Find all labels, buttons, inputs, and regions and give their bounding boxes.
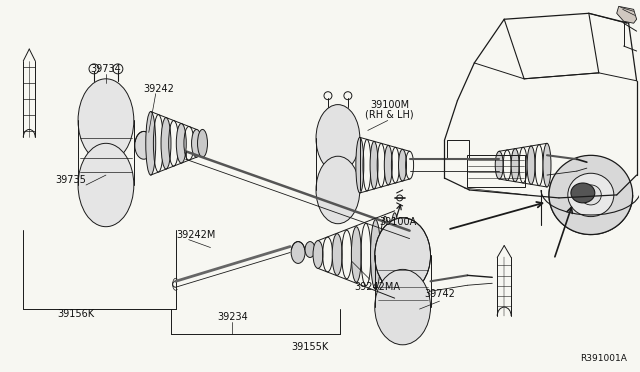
Ellipse shape xyxy=(370,141,378,189)
Ellipse shape xyxy=(78,79,134,162)
Bar xyxy=(447,140,469,158)
Ellipse shape xyxy=(399,149,406,181)
Ellipse shape xyxy=(568,173,614,217)
Ellipse shape xyxy=(580,185,601,205)
Ellipse shape xyxy=(375,218,431,293)
Text: 39234: 39234 xyxy=(217,312,248,322)
Ellipse shape xyxy=(384,145,392,185)
Text: 39155K: 39155K xyxy=(291,342,329,352)
Text: 39742: 39742 xyxy=(424,289,455,299)
Ellipse shape xyxy=(316,105,360,172)
Text: (RH & LH): (RH & LH) xyxy=(365,109,414,119)
Ellipse shape xyxy=(291,241,305,263)
Ellipse shape xyxy=(390,213,399,296)
Text: 39734: 39734 xyxy=(90,64,122,74)
Ellipse shape xyxy=(356,137,364,193)
Ellipse shape xyxy=(191,129,202,157)
Ellipse shape xyxy=(332,234,342,275)
Ellipse shape xyxy=(161,118,171,169)
Ellipse shape xyxy=(543,143,551,187)
Text: 39242MA: 39242MA xyxy=(355,282,401,292)
Ellipse shape xyxy=(549,155,632,234)
Bar xyxy=(467,155,525,187)
Ellipse shape xyxy=(135,131,153,159)
Ellipse shape xyxy=(511,149,519,182)
Ellipse shape xyxy=(571,183,595,203)
Ellipse shape xyxy=(305,241,315,257)
Ellipse shape xyxy=(495,151,503,179)
Ellipse shape xyxy=(371,220,381,289)
Ellipse shape xyxy=(351,227,362,282)
Ellipse shape xyxy=(527,146,535,185)
Text: 39735: 39735 xyxy=(56,175,86,185)
Text: 39242M: 39242M xyxy=(176,230,215,240)
Text: R391001A: R391001A xyxy=(580,354,627,363)
Ellipse shape xyxy=(316,156,360,224)
Ellipse shape xyxy=(313,241,323,268)
Text: 39242: 39242 xyxy=(143,84,174,94)
Text: 39100A: 39100A xyxy=(379,217,416,227)
Ellipse shape xyxy=(176,124,186,163)
Ellipse shape xyxy=(375,269,431,345)
Ellipse shape xyxy=(78,143,134,227)
Ellipse shape xyxy=(198,129,207,157)
Ellipse shape xyxy=(146,112,156,175)
Polygon shape xyxy=(617,6,637,23)
Text: 39100M: 39100M xyxy=(370,100,409,110)
Text: 39156K: 39156K xyxy=(58,309,95,319)
